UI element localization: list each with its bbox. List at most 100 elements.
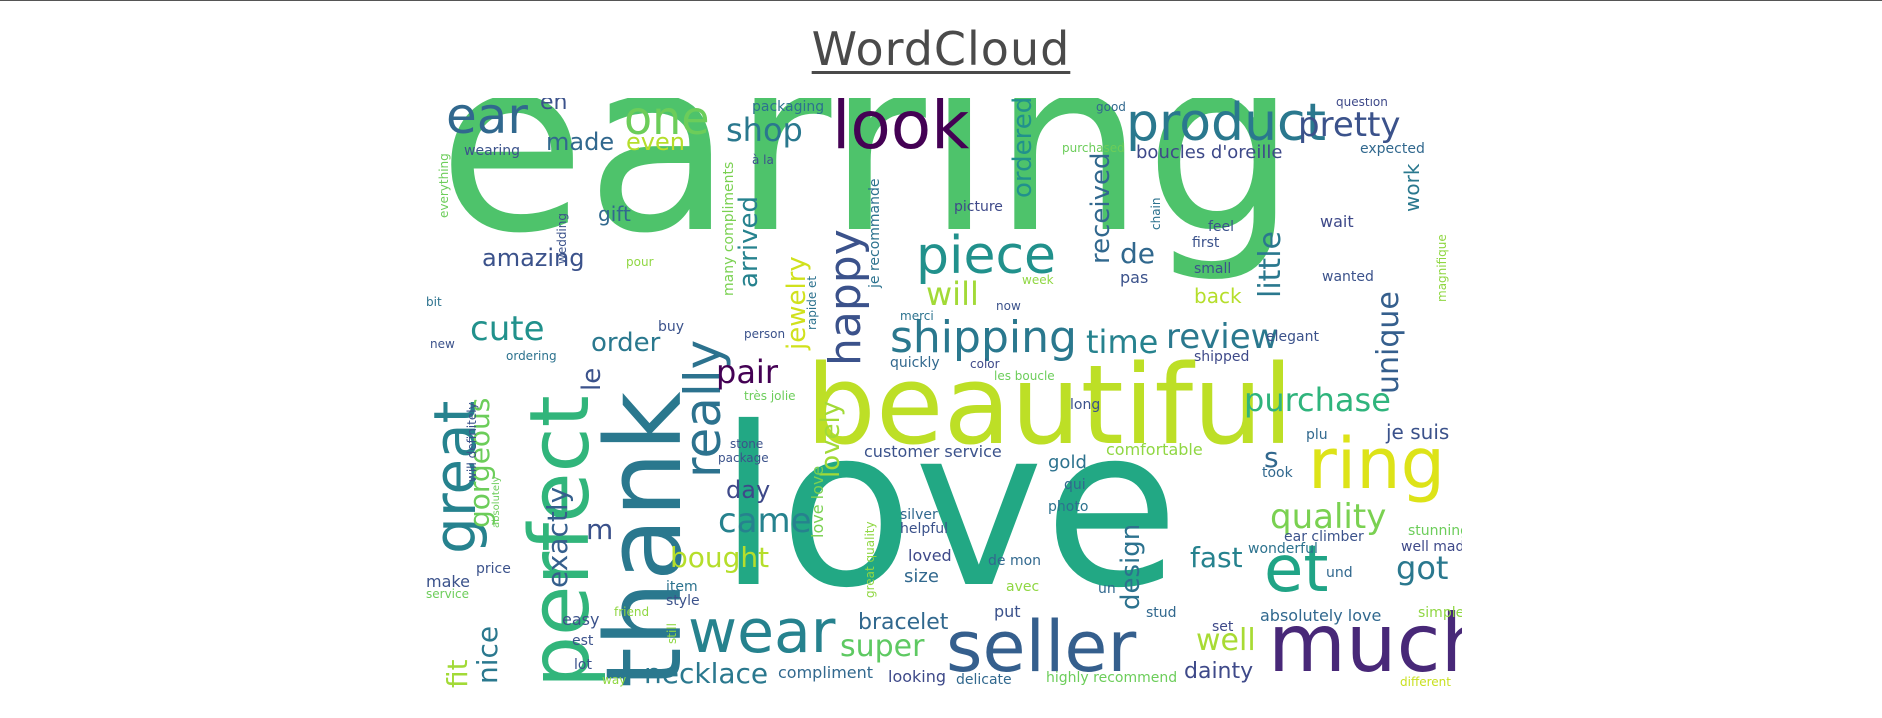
cloud-word: elegant [1266,329,1319,345]
cloud-word: price [476,561,511,577]
cloud-word: quickly [890,355,940,371]
cloud-word: order [591,328,661,358]
cloud-word: photo [1048,499,1089,515]
cloud-word: expected [1360,141,1425,157]
cloud-word: will definitely [465,402,479,482]
cloud-word: les boucle [994,369,1055,383]
cloud-word: shipping [890,312,1077,363]
cloud-word: picture [954,199,1003,215]
cloud-word: everything [437,153,451,218]
cloud-word: merci [900,309,934,323]
top-divider [0,0,1882,1]
cloud-word: question [1336,98,1388,109]
cloud-word: earring [438,98,1297,286]
cloud-word: design [1116,523,1146,610]
cloud-word: dainty [1184,659,1254,684]
cloud-word: necklace [644,657,769,690]
cloud-word: got [1396,549,1449,587]
cloud-word: feel [1208,219,1235,235]
cloud-word: shipped [1194,349,1250,365]
cloud-word: loved [908,546,952,565]
cloud-word: customer service [864,442,1002,461]
cloud-word: piece [916,226,1057,286]
cloud-word: fast [1190,541,1243,574]
page-title: WordCloud [811,22,1071,76]
cloud-word: un [1098,581,1116,597]
cloud-word: wait [1320,212,1354,231]
cloud-word: packaging [752,99,825,115]
cloud-word: pas [1120,268,1149,287]
cloud-word: well [1196,623,1256,658]
cloud-word: love [718,380,1180,636]
cloud-word: quality [1270,497,1387,537]
cloud-word: gold [1048,452,1087,473]
cloud-word: good [1096,100,1126,114]
cloud-word: long [1070,397,1101,413]
cloud-word: received [1086,152,1116,264]
cloud-word: pour [626,255,654,269]
cloud-word: s [1264,441,1279,474]
cloud-word: wonderful [1248,541,1318,557]
cloud-word: helpful [900,521,948,537]
cloud-word: product [1126,98,1327,153]
cloud-word: stunning [1408,523,1462,539]
cloud-word: je recommande [867,178,883,288]
cloud-word: well made [1401,539,1462,555]
cloud-word: cute [470,309,545,349]
cloud-word: lot [574,657,592,673]
cloud-word: stone [730,437,764,451]
cloud-word: first [1192,235,1220,251]
cloud-word: even [626,128,685,156]
cloud-word: came [718,501,812,541]
cloud-word: à la [752,153,774,167]
cloud-word: unique [1371,291,1406,394]
cloud-word: beautiful [806,341,1294,469]
cloud-word: took [1262,465,1293,481]
cloud-word: ordered [1008,98,1038,198]
cloud-word: buy [658,319,685,335]
cloud-word: en [540,98,568,115]
cloud-word: m [586,513,614,546]
cloud-word: est [572,633,594,649]
cloud-word: super [840,629,925,664]
cloud-word: ordering [506,349,557,363]
cloud-word: small [1194,261,1232,277]
cloud-word: wear [688,597,836,667]
cloud-word: make [426,572,470,591]
cloud-word: easy [562,610,600,629]
cloud-word: gift [598,202,631,226]
cloud-word: fit [441,659,474,688]
cloud-word: day [726,476,771,504]
cloud-word: color [970,357,1000,371]
cloud-word: le [577,367,607,391]
cloud-word: review [1166,317,1279,357]
cloud-word: pretty [1298,105,1401,145]
cloud-word: one [624,98,710,145]
cloud-word: delicate [956,672,1012,688]
cloud-word: different [1400,675,1451,689]
cloud-word: love love [808,465,827,538]
cloud-word: je suis [1386,420,1450,444]
cloud-word: comfortable [1106,440,1203,459]
cloud-word: qui [1064,477,1086,493]
cloud-word: absolutely [491,476,502,528]
cloud-word: ear [446,98,528,145]
cloud-word: still [665,623,679,644]
cloud-word: ear climber [1284,529,1364,545]
cloud-word: will [926,275,979,313]
cloud-word: pair [716,353,778,391]
cloud-word: nice [471,625,504,684]
cloud-word: wanted [1322,269,1374,285]
cloud-word: wearing [464,143,521,159]
cloud-word: much [1268,597,1462,690]
cloud-word: ring [1308,423,1446,505]
cloud-word: wedding [555,213,569,264]
cloud-word: friend [614,605,650,619]
cloud-word: set [1212,619,1234,635]
word-cloud: earring love beautiful thank perfect seller mu… [426,98,1462,692]
cloud-word: seller [946,606,1137,688]
cloud-word: style [666,593,700,609]
cloud-word: put [994,602,1021,621]
cloud-word: package [718,451,769,465]
cloud-word: stud [1146,605,1177,621]
